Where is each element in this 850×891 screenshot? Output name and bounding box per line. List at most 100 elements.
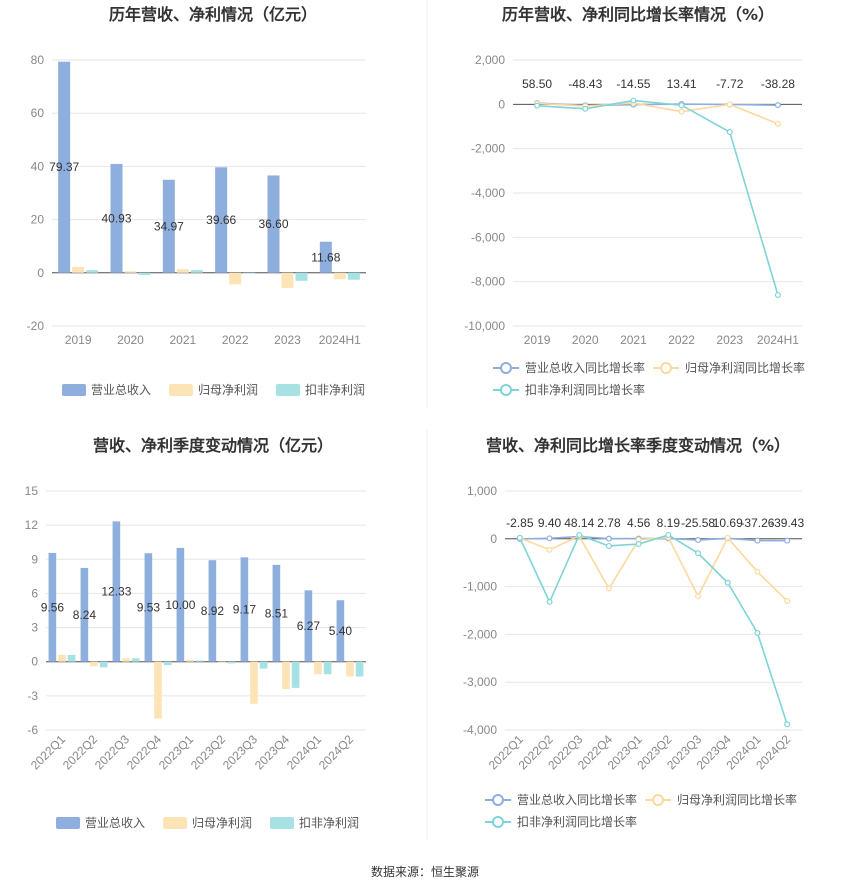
y-tick-label: 80 xyxy=(31,53,45,67)
x-tick-label: 2024Q1 xyxy=(284,732,324,772)
point-0 xyxy=(784,537,791,544)
legend-marker xyxy=(660,362,672,374)
series-line-2 xyxy=(519,533,788,725)
chart-title: 历年营收、净利同比增长率情况（%） xyxy=(502,5,774,24)
y-tick-label: -8,000 xyxy=(471,275,505,289)
legend-label: 归母净利润同比增长率 xyxy=(677,792,797,807)
y-tick-label: 3 xyxy=(31,621,38,635)
bar-2 xyxy=(195,660,204,662)
y-tick-label: 0 xyxy=(498,97,505,111)
data-label: 6.27 xyxy=(297,619,321,633)
x-tick-label: 2020 xyxy=(572,333,599,347)
bar-0 xyxy=(272,564,281,662)
bar-0 xyxy=(110,163,123,273)
y-tick-label: -4,000 xyxy=(463,723,497,737)
legend-marker xyxy=(492,816,504,828)
bar-0 xyxy=(48,552,57,662)
bar-1 xyxy=(333,272,346,280)
legend-label: 扣非净利润 xyxy=(305,383,365,397)
y-tick-label: 40 xyxy=(31,159,45,173)
bar-0 xyxy=(267,175,280,273)
series-line-2 xyxy=(537,99,779,296)
point-0 xyxy=(605,535,612,542)
data-label: 9.53 xyxy=(137,600,161,614)
legend-swatch xyxy=(62,384,86,396)
legend-label: 营业总收入同比增长率 xyxy=(525,360,645,375)
data-label: 9.17 xyxy=(233,603,257,617)
point-1 xyxy=(726,101,733,108)
legend-label: 扣非净利润同比增长率 xyxy=(517,814,637,829)
x-tick-label: 2023Q3 xyxy=(220,732,260,772)
y-tick-label: -4,000 xyxy=(471,186,505,200)
y-tick-label: 9 xyxy=(31,552,38,566)
bar-1 xyxy=(90,661,98,667)
legend-marker xyxy=(500,362,512,374)
point-1 xyxy=(784,597,791,604)
quarterly-growth-rate-chart: 营收、净利同比增长率季度变动情况（%） -4,000 -3,000 -2,000 -1… xyxy=(463,436,805,829)
legend-marker xyxy=(652,794,664,806)
bar-0 xyxy=(144,553,153,662)
bar-0 xyxy=(162,179,175,273)
bar-2 xyxy=(243,272,256,274)
legend-label: 归母净利润 xyxy=(192,816,252,830)
data-label: 5.40 xyxy=(329,624,353,638)
bar-0 xyxy=(80,567,89,662)
data-label: -7.72 xyxy=(716,77,744,91)
legend-swatch xyxy=(276,384,300,396)
y-tick-label: -6,000 xyxy=(471,230,505,244)
bar-2 xyxy=(99,661,108,668)
y-tick-label: -3,000 xyxy=(463,675,497,689)
data-label: 10.69 xyxy=(713,516,743,530)
legend-swatch xyxy=(169,384,193,396)
legend-label: 归母净利润 xyxy=(198,383,258,397)
bar-1 xyxy=(72,266,85,273)
legend-label: 扣非净利润同比增长率 xyxy=(525,382,645,397)
point-2 xyxy=(534,102,541,109)
bar-0 xyxy=(215,167,228,273)
data-label: 4.56 xyxy=(627,516,651,530)
chart-title: 营收、净利季度变动情况（亿元） xyxy=(93,436,333,455)
point-2 xyxy=(546,598,553,605)
bar-0 xyxy=(208,560,217,662)
x-tick-label: 2023Q1 xyxy=(156,732,196,772)
x-tick-label: 2020 xyxy=(117,333,144,347)
legend-marker xyxy=(500,384,512,396)
y-tick-label: -20 xyxy=(27,319,45,333)
bar-2 xyxy=(259,661,268,669)
y-tick-label: 0 xyxy=(31,655,38,669)
x-tick-label: 2022Q3 xyxy=(92,732,132,772)
point-2 xyxy=(754,629,761,636)
series-line-1 xyxy=(519,534,788,602)
y-tick-label: -3 xyxy=(27,689,38,703)
point-0 xyxy=(754,537,761,544)
data-label: -2.85 xyxy=(506,516,534,530)
bar-0 xyxy=(112,521,121,662)
y-tick-label: -6 xyxy=(27,723,38,737)
point-1 xyxy=(605,585,612,592)
data-label: 36.60 xyxy=(258,217,288,231)
data-label: -48.43 xyxy=(568,77,602,91)
point-1 xyxy=(546,546,553,553)
bar-2 xyxy=(67,654,76,662)
legend-marker xyxy=(492,794,504,806)
bar-0 xyxy=(336,600,345,662)
bar-2 xyxy=(227,661,236,664)
legend-label: 营业总收入 xyxy=(85,816,145,830)
bar-2 xyxy=(355,661,364,677)
point-2 xyxy=(678,102,685,109)
point-0 xyxy=(695,537,702,544)
bar-1 xyxy=(186,660,194,662)
bar-1 xyxy=(314,661,322,675)
bar-1 xyxy=(346,661,354,677)
chart-title: 历年营收、净利情况（亿元） xyxy=(109,5,317,24)
data-label: 34.97 xyxy=(154,219,184,233)
x-tick-label: 2022Q1 xyxy=(28,732,68,772)
data-label: 13.41 xyxy=(667,77,697,91)
x-tick-label: 2021 xyxy=(620,333,647,347)
data-label: 9.56 xyxy=(41,600,65,614)
data-label: 8.19 xyxy=(657,516,681,530)
x-tick-label: 2023Q4 xyxy=(252,732,292,772)
data-label: 8.24 xyxy=(73,608,97,622)
x-tick-label: 2021 xyxy=(169,333,196,347)
